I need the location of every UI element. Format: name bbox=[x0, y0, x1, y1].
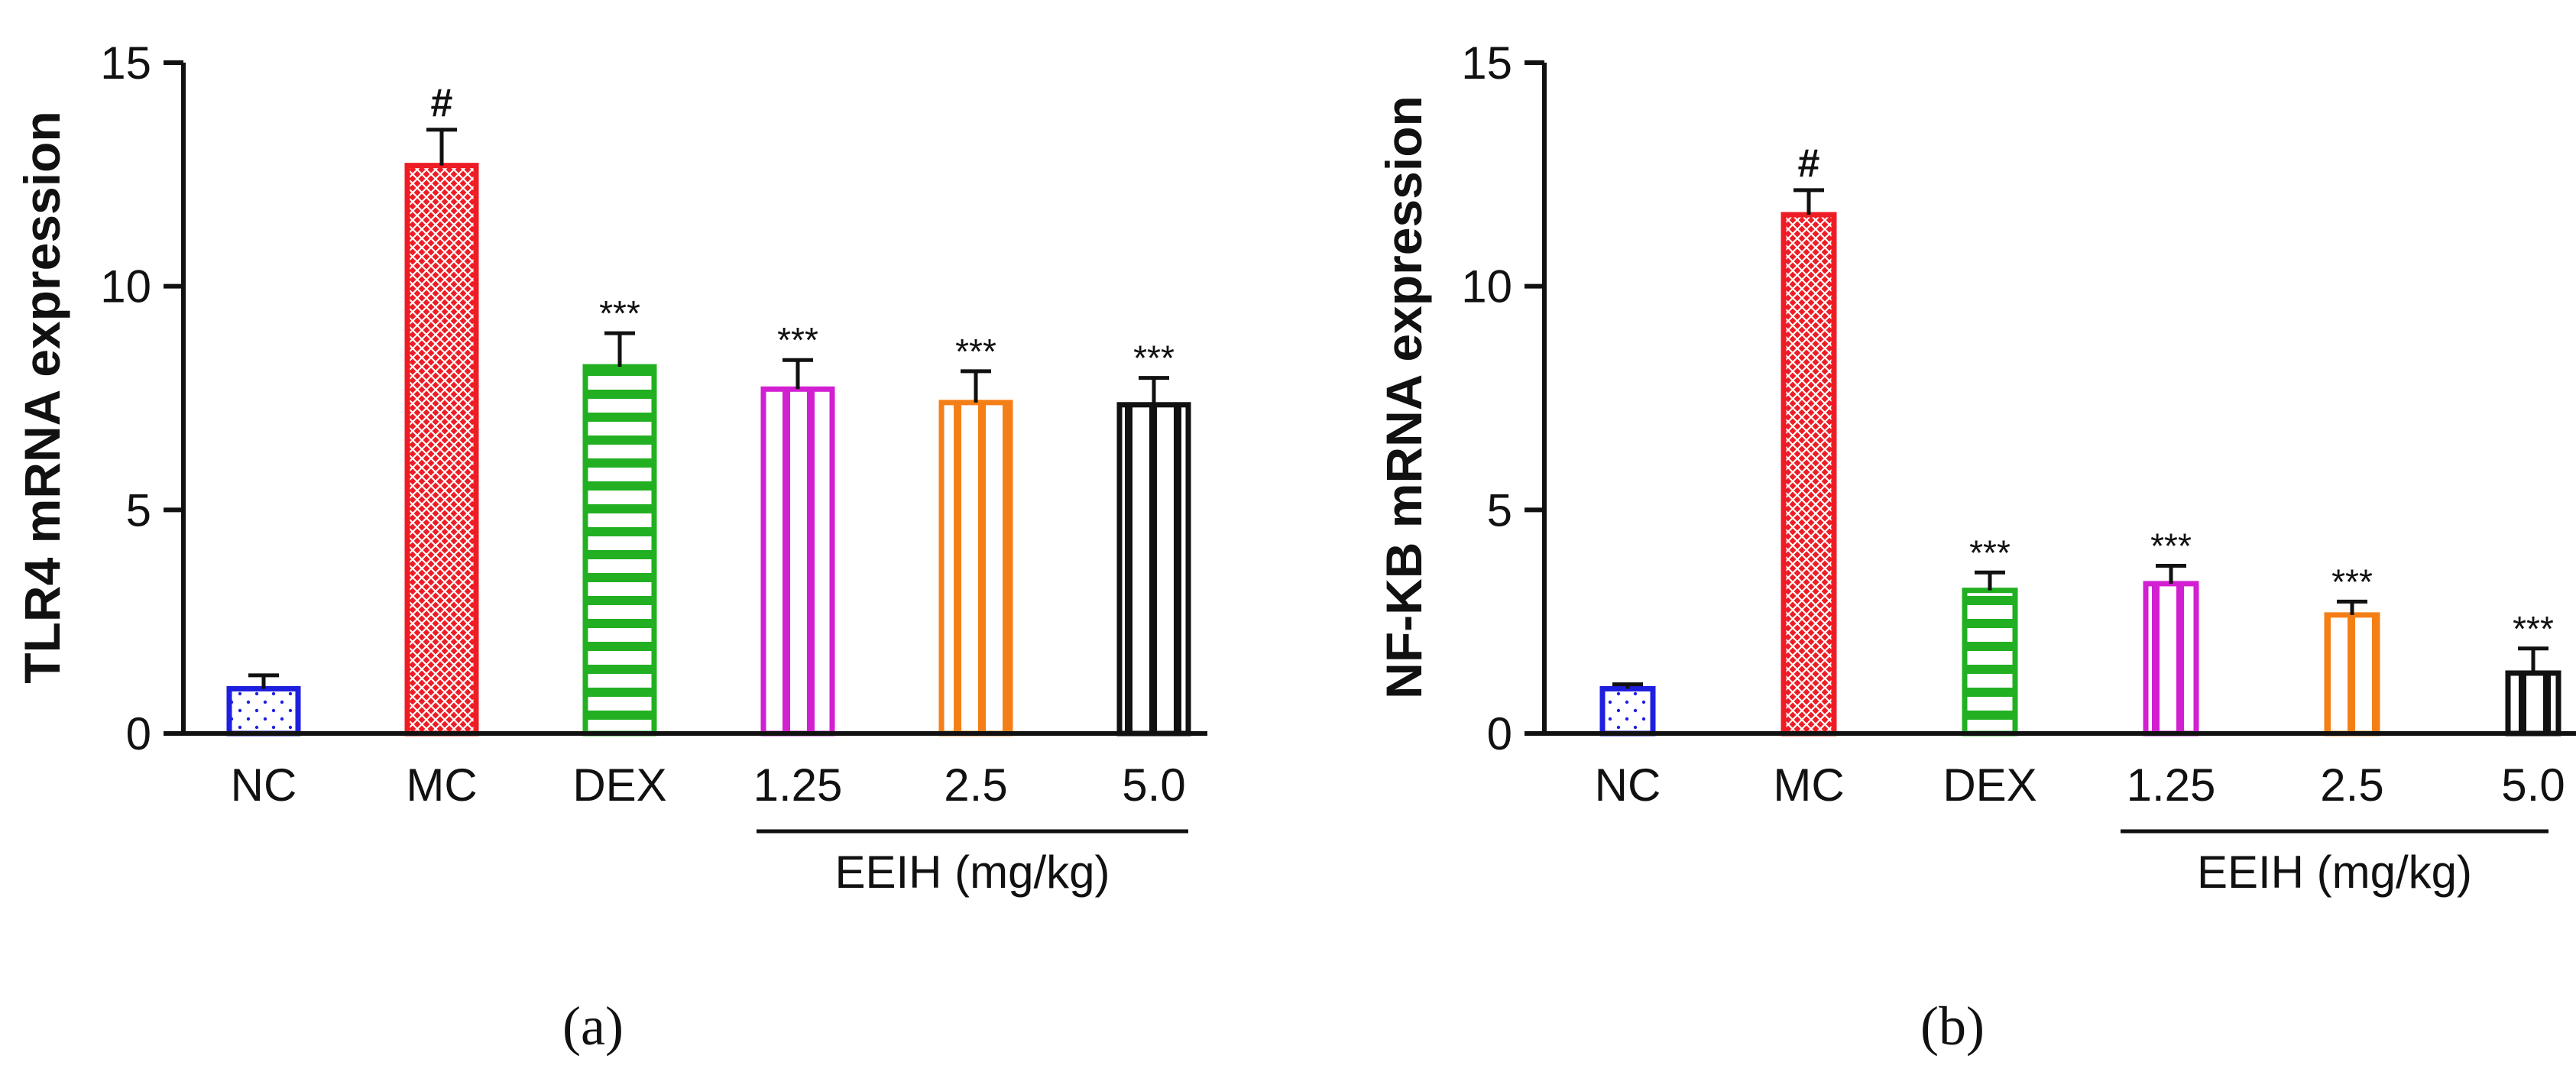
x-tick-label-1.25: 1.25 bbox=[753, 759, 843, 811]
significance-mark-1.25: *** bbox=[2150, 526, 2192, 566]
y-tick-label-10: 10 bbox=[1461, 261, 1512, 312]
bar-DEX bbox=[582, 364, 657, 737]
significance-mark-5.0: *** bbox=[1133, 338, 1175, 378]
x-tick-label-NC: NC bbox=[231, 759, 297, 811]
x-tick-label-NC: NC bbox=[1595, 759, 1661, 811]
bar-MC bbox=[404, 163, 479, 737]
significance-mark-5.0: *** bbox=[2513, 609, 2554, 649]
bar-5.0 bbox=[1116, 402, 1191, 737]
significance-mark-MC: # bbox=[1798, 141, 1820, 186]
significance-mark-2.5: *** bbox=[2331, 562, 2373, 601]
y-tick-label-0: 0 bbox=[1487, 708, 1512, 759]
y-axis-title: NF-KB mRNA expression bbox=[1375, 96, 1432, 699]
bar-2.5 bbox=[2324, 612, 2380, 737]
y-tick-label-5: 5 bbox=[1487, 484, 1512, 536]
y-tick-label-5: 5 bbox=[126, 484, 151, 536]
bar-5.0 bbox=[2505, 670, 2561, 737]
significance-mark-MC: # bbox=[431, 81, 453, 125]
significance-mark-2.5: *** bbox=[955, 332, 996, 371]
x-tick-label-DEX: DEX bbox=[1943, 759, 2036, 811]
y-axis-title: TLR4 mRNA expression bbox=[14, 111, 70, 683]
bar-1.25 bbox=[2143, 581, 2199, 737]
bar-NC bbox=[226, 685, 301, 737]
panel-label: (a) bbox=[562, 996, 624, 1057]
chart-panel-b: NC # MC *** DEX *** 1.25 *** 2.5 *** 5.0 0 5 10 15 NF-K… bbox=[1375, 37, 2576, 1057]
bar-2.5 bbox=[938, 400, 1013, 737]
bar-1.25 bbox=[760, 386, 835, 737]
group-label: EEIH (mg/kg) bbox=[2197, 847, 2472, 898]
x-tick-label-5.0: 5.0 bbox=[2501, 759, 2565, 811]
panel-label: (b) bbox=[1920, 996, 1985, 1057]
x-tick-label-5.0: 5.0 bbox=[1122, 759, 1185, 811]
significance-mark-1.25: *** bbox=[777, 320, 818, 360]
chart-panel-a: NC # MC *** DEX *** 1.25 *** 2.5 *** 5.0 0 5 10 15 TLR4… bbox=[14, 37, 1207, 1057]
bar-DEX bbox=[1962, 588, 2018, 737]
bar-MC bbox=[1781, 212, 1837, 737]
x-tick-label-DEX: DEX bbox=[572, 759, 666, 811]
bar-NC bbox=[1599, 685, 1656, 737]
y-tick-label-0: 0 bbox=[126, 708, 151, 759]
y-tick-label-15: 15 bbox=[100, 37, 151, 89]
x-tick-label-2.5: 2.5 bbox=[2320, 759, 2383, 811]
significance-mark-DEX: *** bbox=[599, 293, 640, 333]
group-label: EEIH (mg/kg) bbox=[834, 847, 1110, 898]
x-tick-label-1.25: 1.25 bbox=[2127, 759, 2216, 811]
x-tick-label-MC: MC bbox=[406, 759, 477, 811]
x-tick-label-2.5: 2.5 bbox=[944, 759, 1007, 811]
y-tick-label-10: 10 bbox=[100, 261, 151, 312]
x-tick-label-MC: MC bbox=[1773, 759, 1844, 811]
y-tick-label-15: 15 bbox=[1461, 37, 1512, 89]
significance-mark-DEX: *** bbox=[1969, 533, 2011, 572]
